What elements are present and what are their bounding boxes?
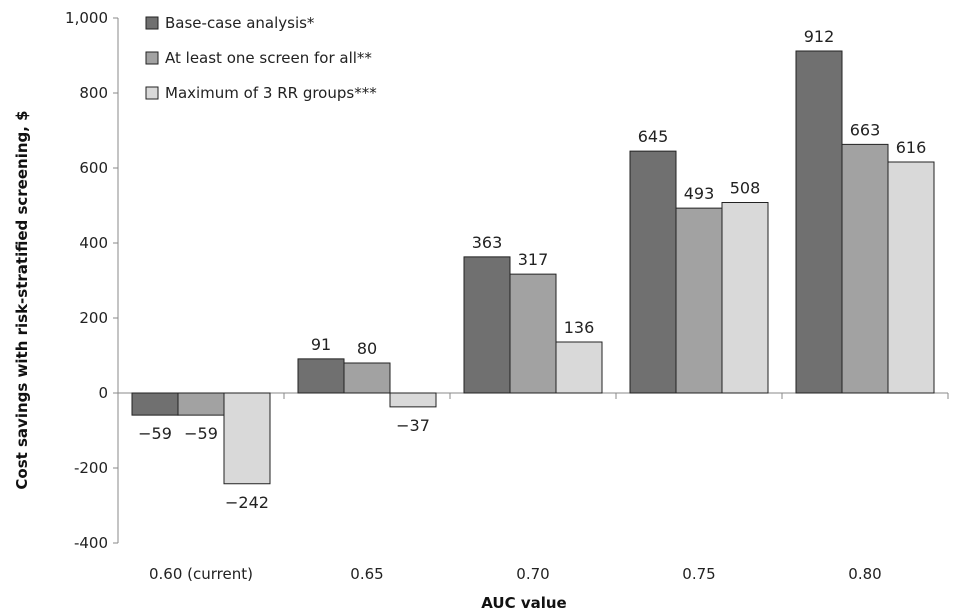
y-tick-label: 400 — [79, 234, 108, 252]
y-tick-label: 1,000 — [65, 9, 108, 27]
x-axis-title: AUC value — [481, 594, 566, 612]
bar — [389, 392, 437, 408]
bar — [841, 143, 889, 394]
x-tick-label: 0.65 — [350, 565, 383, 583]
legend-label: At least one screen for all** — [165, 49, 372, 67]
data-label: −37 — [396, 416, 430, 435]
bar — [887, 161, 935, 394]
data-label: 91 — [311, 335, 331, 354]
data-label: 136 — [564, 318, 595, 337]
legend-swatch — [145, 86, 159, 100]
legend-swatch — [145, 16, 159, 30]
plot-area: -400 -200 0 200 400 600 800 1,000 0.60 (current)… — [65, 9, 949, 583]
bar — [131, 392, 179, 416]
data-label: −59 — [184, 424, 218, 443]
data-label: −59 — [138, 424, 172, 443]
data-label: 80 — [357, 339, 377, 358]
bar — [509, 273, 557, 394]
bar — [463, 256, 511, 394]
x-tick-label: 0.75 — [682, 565, 715, 583]
x-tick-label: 0.80 — [848, 565, 881, 583]
data-label: 317 — [518, 250, 549, 269]
x-tick-label: 0.70 — [516, 565, 549, 583]
legend-swatch — [145, 51, 159, 65]
legend: Base-case analysis* At least one screen f… — [145, 14, 377, 102]
legend-label: Base-case analysis* — [165, 14, 315, 32]
bar — [629, 150, 677, 394]
data-label: 645 — [638, 127, 669, 146]
x-tick-label: 0.60 (current) — [149, 565, 253, 583]
bar — [223, 392, 271, 485]
y-tick-label: 0 — [98, 384, 108, 402]
y-tick-label: 800 — [79, 84, 108, 102]
data-label: 616 — [896, 138, 927, 157]
bar — [555, 341, 603, 394]
data-label: 363 — [472, 233, 503, 252]
y-axis-title: Cost savings with risk-stratified screen… — [13, 110, 31, 489]
bar — [343, 362, 391, 394]
bar — [795, 50, 843, 394]
data-label: 663 — [850, 120, 881, 139]
data-label: 508 — [730, 179, 761, 198]
y-tick-label: 200 — [79, 309, 108, 327]
y-tick-label: -200 — [74, 459, 108, 477]
y-tick-label: -400 — [74, 534, 108, 552]
y-tick-label: 600 — [79, 159, 108, 177]
data-label: 912 — [804, 27, 835, 46]
legend-label: Maximum of 3 RR groups*** — [165, 84, 377, 102]
data-label: 493 — [684, 184, 715, 203]
bar — [721, 202, 769, 394]
data-label: −242 — [225, 493, 269, 512]
bar — [177, 392, 225, 416]
bar — [297, 358, 345, 394]
bar — [675, 207, 723, 394]
